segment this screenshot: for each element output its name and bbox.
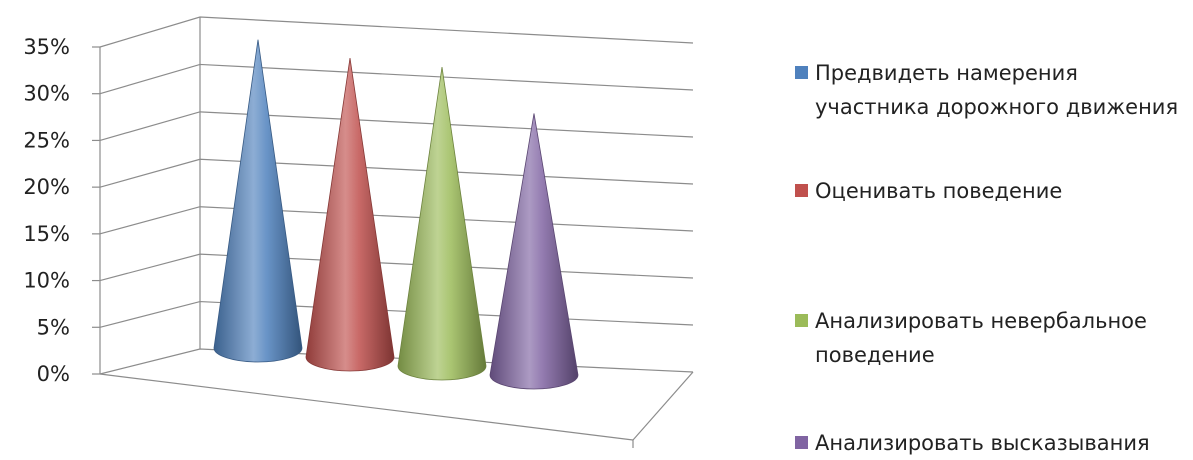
gridline: [99, 158, 694, 188]
y-axis-ticks: 0% 5% 10% 15% 20% 25% 30% 35%: [23, 35, 70, 386]
floor-right-edge: [632, 371, 694, 441]
cone-3: [397, 66, 487, 381]
legend-label: Анализировать невербальное поведение: [815, 309, 1147, 367]
cone-1: [213, 39, 303, 363]
cone-2: [305, 57, 395, 372]
cone-4: [489, 113, 579, 390]
legend-swatch: [795, 314, 808, 327]
legend-item: Анализировать высказывания: [795, 426, 1185, 460]
gridline: [99, 348, 694, 375]
y-tick-label: 25%: [23, 128, 70, 152]
legend-swatch: [795, 66, 808, 79]
legend-item: Анализировать невербальное поведение: [795, 304, 1185, 372]
gridline: [99, 63, 694, 95]
gridlines: [99, 16, 694, 375]
legend-swatch: [795, 436, 808, 449]
y-tick-label: 35%: [23, 35, 70, 59]
gridline: [99, 206, 694, 235]
y-tick-label: 10%: [23, 269, 70, 293]
cones: [213, 39, 579, 390]
axes: [92, 17, 694, 448]
y-tick-label: 20%: [23, 175, 70, 199]
legend-item: Предвидеть намерения участника дорожного…: [795, 56, 1185, 124]
legend-swatch: [795, 184, 808, 197]
floor-front-edge: [99, 373, 634, 441]
gridline: [99, 16, 694, 48]
legend-label: Анализировать высказывания: [815, 431, 1150, 455]
legend-label: Предвидеть намерения участника дорожного…: [815, 61, 1179, 119]
gridline: [99, 111, 694, 142]
y-tick-label: 30%: [23, 82, 70, 106]
y-tick-label: 5%: [37, 315, 70, 339]
legend-label: Оценивать поведение: [815, 179, 1063, 203]
y-tick-label: 15%: [23, 222, 70, 246]
y-tick-label: 0%: [37, 362, 70, 386]
gridline: [99, 300, 694, 328]
gridline: [99, 253, 694, 282]
legend-item: Оценивать поведение: [795, 174, 1185, 208]
